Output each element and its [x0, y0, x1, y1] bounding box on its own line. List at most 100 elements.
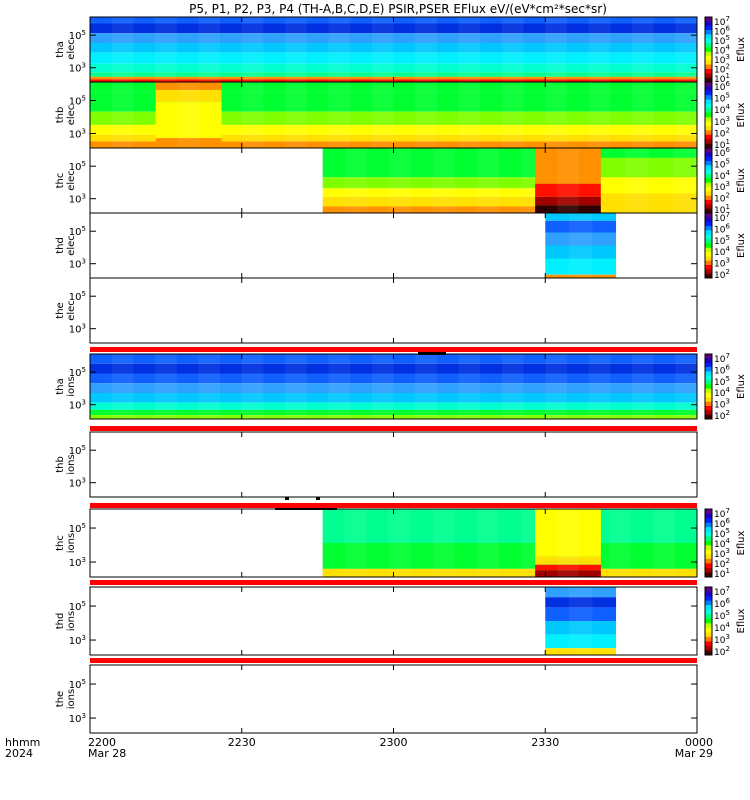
- colorbar-label: Eflux: [736, 37, 747, 62]
- colorbar-cell: [705, 130, 712, 136]
- colorbar-frame: [704, 212, 713, 279]
- colorbar-cell: [705, 627, 712, 633]
- colorbar-cell: [705, 82, 712, 87]
- colorbar-tick-label: 107: [714, 352, 730, 365]
- ytick-label: 103: [69, 634, 86, 647]
- colorbar-tick-label: 103: [714, 633, 730, 646]
- spectrogram-band: [535, 148, 601, 168]
- colorbar-cell: [705, 567, 712, 573]
- xtick-label: 2230: [228, 736, 256, 749]
- spectrogram-column: [545, 17, 567, 82]
- spectrogram-band: [535, 196, 601, 206]
- colorbar-cell: [705, 572, 712, 578]
- spectrogram-column: [675, 17, 697, 82]
- spectrogram-column: [432, 509, 455, 577]
- ylabel-line: thc: [55, 535, 66, 551]
- colorbar-cell: [705, 632, 712, 638]
- spectrogram-column: [285, 82, 307, 148]
- marker: [285, 497, 289, 500]
- ytick-label: 103: [69, 712, 86, 725]
- colorbar-cell: [705, 623, 712, 629]
- spectrogram-band: [545, 648, 617, 655]
- colorbar-tick-label: 104: [714, 621, 730, 634]
- ytick-label: 103: [69, 323, 86, 336]
- colorbar-cell: [705, 165, 712, 171]
- colorbar-tick-label: 102: [714, 126, 730, 139]
- spectrogram-band: [90, 383, 697, 393]
- ylabel-line: tha: [55, 41, 66, 57]
- spectrogram-band: [545, 634, 617, 649]
- spectrogram-band: [545, 245, 617, 259]
- spectrogram-band: [90, 72, 697, 77]
- spectrogram-column: [631, 82, 654, 148]
- colorbar-cell: [705, 56, 712, 61]
- colorbar-cell: [705, 77, 712, 83]
- ytick-label: 105: [69, 160, 86, 173]
- colorbar-tick-label: 101: [714, 72, 730, 85]
- spectrogram-band: [90, 33, 697, 43]
- colorbar-cell: [705, 213, 712, 218]
- ytick-label: 105: [69, 600, 86, 613]
- panel-thc-ions: [89, 508, 698, 578]
- colorbar-cell: [705, 230, 712, 236]
- spectrogram-column: [328, 354, 351, 419]
- colorbar-cell: [705, 375, 712, 381]
- colorbar-cell: [705, 86, 712, 92]
- colorbar-tick-label: 103: [714, 547, 730, 560]
- ytick-label: 105: [69, 290, 86, 303]
- colorbar-cell: [705, 148, 712, 153]
- colorbar-cell: [705, 269, 712, 275]
- colorbar-tick-label: 102: [714, 63, 730, 76]
- colorbar-cell: [705, 260, 712, 266]
- ylabel-line: thc: [55, 173, 66, 189]
- colorbar-cell: [705, 527, 712, 533]
- colorbar-tick-label: 105: [714, 609, 730, 622]
- spectrogram-column: [388, 148, 411, 213]
- colorbar-cell: [705, 187, 712, 192]
- spectrogram-column: [415, 17, 437, 82]
- ylabel-line: tha: [55, 378, 66, 394]
- spectrogram-column: [675, 82, 697, 148]
- colorbar-cell: [705, 90, 712, 96]
- colorbar-cell: [705, 25, 712, 31]
- colorbar-cell: [705, 591, 712, 597]
- colorbar-cell: [705, 226, 712, 231]
- colorbar-cell: [705, 139, 712, 145]
- colorbar-tick-label: 104: [714, 245, 730, 258]
- gap-bar: [90, 580, 697, 585]
- spectrogram-band: [545, 220, 617, 233]
- spectrogram-band: [90, 91, 697, 112]
- spectrogram-column: [328, 17, 351, 82]
- spectrogram-column: [588, 354, 611, 419]
- colorbar-tick-label: 103: [714, 53, 730, 66]
- spectrogram-band: [90, 393, 697, 403]
- colorbar-cell: [705, 362, 712, 368]
- ylabel-line: thb: [55, 456, 66, 473]
- spectrogram-column: [672, 148, 697, 213]
- ylabel-line: the: [55, 302, 66, 318]
- spectrogram-band: [322, 188, 697, 197]
- ytick-label: 105: [69, 678, 86, 691]
- xtick-label: 2330: [531, 736, 559, 749]
- colorbar-cell: [705, 380, 712, 385]
- colorbar-tick-label: 101: [714, 567, 730, 580]
- colorbar-cell: [705, 208, 712, 214]
- colorbar-cell: [705, 614, 712, 620]
- colorbar-cell: [705, 609, 712, 615]
- ylabel-line: elec: [66, 39, 77, 60]
- colorbar-cell: [705, 34, 712, 40]
- spectrogram-band: [600, 148, 697, 158]
- colorbar-cell: [705, 605, 712, 611]
- gap-bar: [90, 503, 697, 508]
- colorbar-cell: [705, 536, 712, 542]
- ytick-label: 105: [69, 366, 86, 379]
- spectrogram-column: [371, 82, 394, 148]
- spectrogram-band: [322, 196, 697, 207]
- ylabel-line: elec: [66, 170, 77, 191]
- colorbar-tick-label: 106: [714, 363, 730, 376]
- spectrogram-column: [111, 82, 134, 148]
- spectrogram-column: [545, 354, 567, 419]
- spectrogram-band: [90, 124, 697, 135]
- colorbar-cell: [705, 587, 712, 593]
- colorbar-cell: [705, 174, 712, 179]
